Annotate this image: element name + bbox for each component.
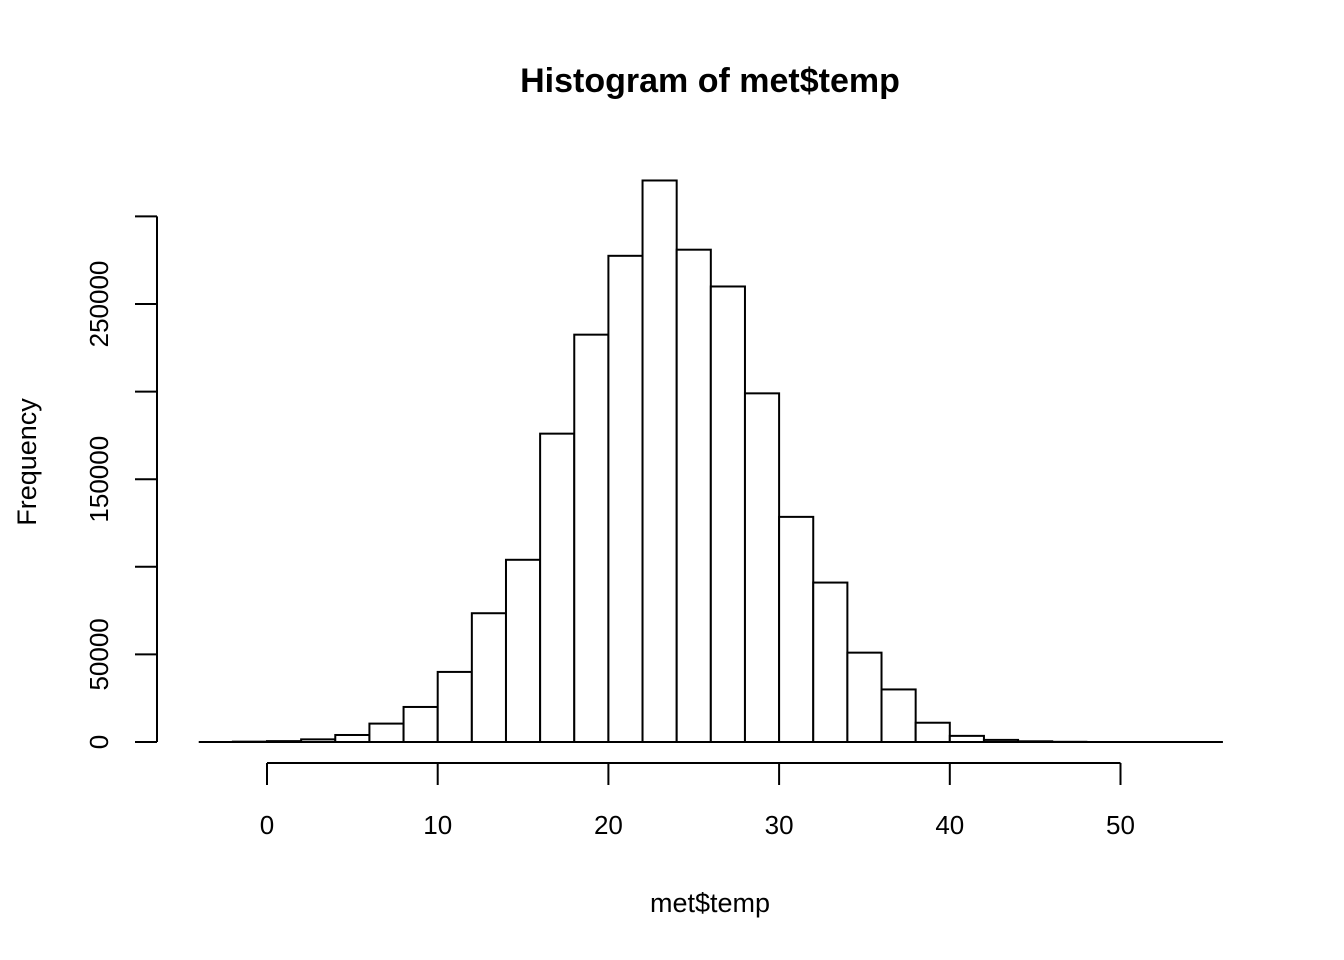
histogram-bar-5 bbox=[368, 722, 405, 743]
histogram-bar-8 bbox=[470, 612, 507, 743]
y-tick-label-250000: 250000 bbox=[84, 261, 114, 348]
histogram-bar-9 bbox=[504, 558, 542, 743]
histogram-bar-20 bbox=[880, 688, 917, 744]
histogram-bar-14 bbox=[675, 248, 712, 743]
y-axis: 0 50000 150000 250000 bbox=[84, 215, 158, 749]
histogram-bar-6 bbox=[402, 705, 439, 744]
x-tick-label-40: 40 bbox=[935, 810, 964, 840]
histogram-bar-7 bbox=[436, 670, 473, 743]
histogram-bar-13 bbox=[641, 179, 678, 744]
histogram-bar-18 bbox=[812, 581, 849, 743]
histogram-bar-10 bbox=[539, 432, 576, 743]
y-tick-label-0: 0 bbox=[84, 735, 114, 749]
histogram-bar-4 bbox=[334, 733, 371, 743]
y-tick-label-150000: 150000 bbox=[84, 436, 114, 523]
y-axis-label: Frequency bbox=[12, 398, 42, 526]
y-tick-label-50000: 50000 bbox=[84, 618, 114, 690]
histogram-bar-11 bbox=[573, 333, 610, 743]
histogram-bar-15 bbox=[709, 285, 746, 743]
x-tick-label-50: 50 bbox=[1106, 810, 1135, 840]
x-tick-label-20: 20 bbox=[594, 810, 623, 840]
histogram-bar-12 bbox=[607, 254, 644, 743]
chart-title: Histogram of met$temp bbox=[520, 62, 900, 100]
x-tick-label-0: 0 bbox=[260, 810, 274, 840]
histogram-bar-21 bbox=[914, 721, 951, 743]
x-tick-label-10: 10 bbox=[423, 810, 452, 840]
x-axis: 0 10 20 30 40 50 bbox=[260, 762, 1135, 840]
histogram-bar-19 bbox=[846, 651, 883, 744]
histogram-bar-16 bbox=[743, 392, 781, 743]
x-tick-label-30: 30 bbox=[765, 810, 794, 840]
histogram-bars bbox=[231, 179, 1088, 744]
histogram-bar-17 bbox=[778, 515, 815, 743]
x-axis-label: met$temp bbox=[650, 888, 770, 918]
